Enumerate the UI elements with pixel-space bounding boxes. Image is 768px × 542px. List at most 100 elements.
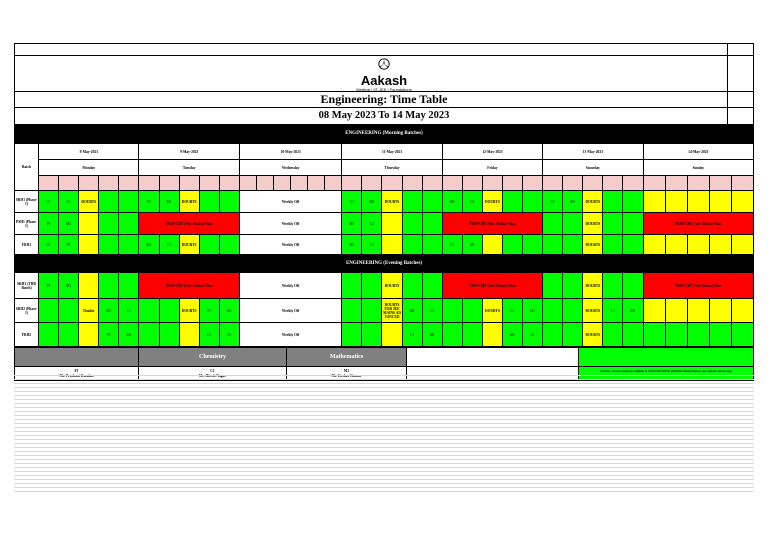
schedule-cell (158, 322, 180, 347)
timetable-sheet: Aakash Medical | IIT-JEE | Foundations E… (13, 43, 755, 381)
table-row: PSH1 (Phase-1) P1 M1 TEST-CBT (Adv Online… (13, 212, 755, 235)
schedule-cell (218, 175, 240, 191)
schedule-cell (198, 190, 220, 213)
schedule-cell (461, 298, 483, 323)
schedule-cell (58, 322, 80, 347)
schedule-cell (642, 322, 666, 347)
day-name: Thursday (341, 159, 443, 176)
schedule-cell (290, 175, 309, 191)
schedule-cell: DOUBTS (178, 234, 200, 255)
morning-table: Batch 8-May-2023 9-May-2023 10-May-2023 … (13, 143, 755, 347)
schedule-cell: C1 (361, 212, 383, 235)
schedule-cell (441, 175, 463, 191)
schedule-cell (401, 234, 423, 255)
schedule-cell (78, 212, 100, 235)
schedule-cell (481, 234, 503, 255)
schedule-cell (98, 272, 120, 299)
schedule-cell (381, 234, 403, 255)
schedule-cell (218, 190, 240, 213)
schedule-cell (118, 272, 140, 299)
schedule-cell (78, 234, 100, 255)
schedule-cell: DOUBTS (582, 234, 604, 255)
day-date: 12-May-2023 (441, 143, 544, 160)
schedule-cell: M1 (58, 272, 80, 299)
schedule-cell (158, 298, 180, 323)
schedule-cell: C1 (158, 234, 180, 255)
schedule-cell (664, 234, 688, 255)
schedule-cell (686, 175, 710, 191)
top-blank-row (14, 43, 754, 55)
schedule-cell: C1 (401, 322, 423, 347)
schedule-cell (38, 322, 60, 347)
table-row: SRH1 (THR Batch) P1 M1 TEST-CBT (Adv Onli… (13, 272, 755, 299)
schedule-cell (138, 298, 160, 323)
schedule-cell (622, 190, 644, 213)
schedule-cell (98, 212, 120, 235)
schedule-cell (178, 322, 200, 347)
batch-label: PSH1 (Phase-1) (13, 212, 40, 235)
schedule-cell: M1 (138, 234, 160, 255)
schedule-cell (361, 322, 383, 347)
batch-label: SRH1 (THR Batch) (13, 272, 40, 299)
schedule-cell: C1 (118, 298, 140, 323)
schedule-cell (602, 322, 624, 347)
schedule-cell (307, 175, 326, 191)
mercedes-star-icon (378, 58, 390, 70)
table-row: FRH2 P1 M1 C1 P1 Weekly Off C1 M1 M1 C1 DOUB… (13, 322, 755, 347)
schedule-cell: C1 (542, 190, 564, 213)
schedule-cell (730, 322, 755, 347)
schedule-cell: DOUBTS (582, 212, 604, 235)
schedule-cell: P1 (218, 322, 240, 347)
blank-spreadsheet-lines (14, 372, 754, 492)
schedule-cell (708, 175, 732, 191)
schedule-cell (562, 212, 584, 235)
schedule-cell (421, 212, 443, 235)
schedule-cell: M1 (98, 298, 120, 323)
schedule-cell: C1 (341, 190, 363, 213)
schedule-cell: M1 (401, 298, 423, 323)
schedule-cell (622, 272, 644, 299)
schedule-cell: DOUBTS (481, 298, 503, 323)
schedule-cell (98, 190, 120, 213)
brand-name: Aakash (360, 73, 408, 88)
day-date: 14-May-2023 (642, 143, 755, 160)
schedule-cell: Weekly Off (238, 298, 343, 323)
schedule-cell (421, 175, 443, 191)
subject-chemistry: Chemistry (139, 348, 287, 366)
day-name: Monday (38, 159, 140, 176)
schedule-cell (501, 234, 524, 255)
schedule-cell (341, 272, 363, 299)
schedule-cell (341, 322, 363, 347)
schedule-cell (542, 234, 564, 255)
teacher-c1: C1 Mr. Hitesh Nagar (139, 367, 287, 380)
date-range: 08 May 2023 To 14 May 2023 (14, 107, 754, 124)
schedule-cell: M1 (118, 322, 140, 347)
schedule-cell (522, 190, 544, 213)
schedule-cell (562, 298, 584, 323)
schedule-cell (78, 322, 100, 347)
brand-tagline: Medical | IIT-JEE | Foundations (356, 87, 412, 92)
schedule-cell (562, 272, 584, 299)
schedule-cell (118, 175, 140, 191)
schedule-cell: C1 (38, 234, 60, 255)
schedule-cell (158, 175, 180, 191)
schedule-cell: P1 (138, 190, 160, 213)
schedule-cell: M1 (361, 190, 383, 213)
schedule-cell: C1 (441, 234, 463, 255)
schedule-cell: M1 (341, 234, 363, 255)
evening-band: ENGINEERING (Evening Batches) (14, 254, 754, 273)
schedule-cell: C1 (421, 298, 443, 323)
schedule-cell (708, 298, 732, 323)
schedule-cell (178, 175, 200, 191)
schedule-cell: M1 (421, 322, 443, 347)
schedule-cell (421, 272, 443, 299)
schedule-cell (602, 272, 624, 299)
schedule-cell: P1 (58, 234, 80, 255)
day-name: Tuesday (138, 159, 240, 176)
schedule-cell: C1 (198, 322, 220, 347)
schedule-cell: Weekly Off (238, 322, 343, 347)
schedule-cell: M1 (341, 212, 363, 235)
schedule-cell (602, 190, 624, 213)
batch-label: SRH2 (Phase-1) (13, 298, 40, 323)
batch-header: Batch (13, 143, 40, 191)
